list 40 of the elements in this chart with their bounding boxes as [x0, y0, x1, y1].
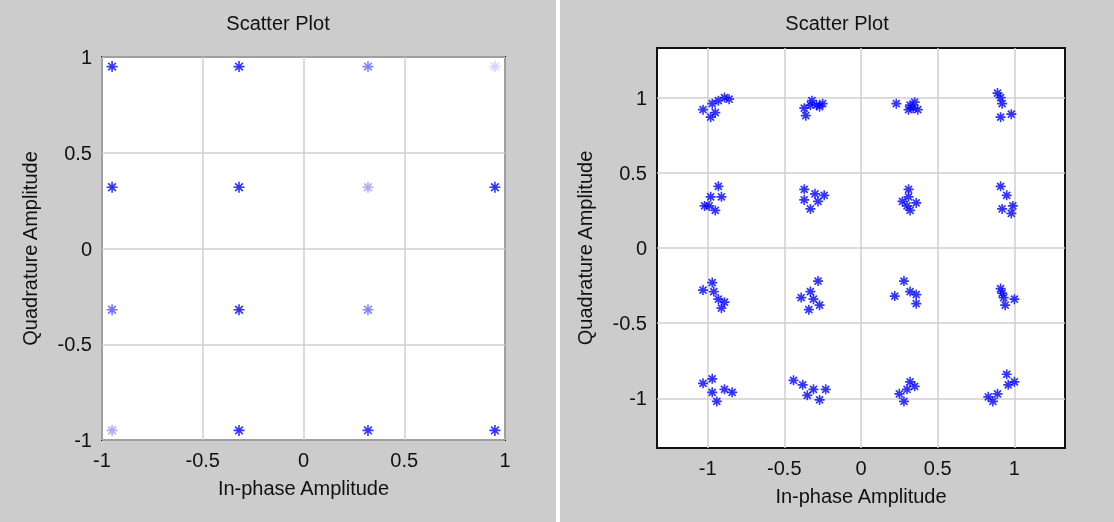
y-tick-label: -1	[629, 387, 647, 410]
y-tick-label: 0.5	[64, 141, 92, 164]
point	[488, 424, 502, 437]
x-tick-label: -0.5	[185, 449, 220, 471]
point	[488, 60, 502, 73]
x-tick-label: 0.5	[390, 449, 419, 471]
y-axis-title: Quadrature Amplitude	[19, 151, 41, 346]
point	[105, 303, 119, 317]
x-tick-label: 0.5	[923, 457, 952, 479]
y-tick-label: -0.5	[612, 312, 647, 335]
y-tick-label: -0.5	[57, 333, 92, 356]
point	[105, 60, 119, 73]
point	[232, 303, 246, 317]
point	[361, 180, 375, 194]
point	[361, 303, 375, 317]
point	[232, 424, 246, 437]
x-tick-label: 0	[855, 457, 867, 479]
y-tick-label: -1	[74, 429, 92, 451]
x-tick-label: 0	[297, 449, 310, 471]
point	[361, 60, 375, 73]
point	[105, 180, 119, 194]
y-tick-label: 1	[80, 46, 92, 68]
x-tick-label: -0.5	[767, 457, 802, 479]
x-tick-label: 1	[499, 449, 511, 471]
point	[105, 424, 119, 437]
y-tick-label: 0.5	[619, 161, 647, 184]
point	[361, 424, 375, 437]
chart-title: Scatter Plot	[785, 12, 890, 34]
x-tick-label: 1	[1008, 457, 1020, 479]
x-tick-label: -1	[698, 457, 717, 479]
point	[232, 180, 246, 194]
chart-title: Scatter Plot	[226, 12, 331, 34]
point	[488, 180, 502, 194]
point	[232, 60, 246, 73]
y-tick-label: 0	[635, 237, 647, 259]
y-tick-label: 0	[80, 237, 92, 260]
y-tick-label: 1	[635, 86, 647, 109]
y-axis-title: Quadrature Amplitude	[574, 150, 596, 346]
x-axis-title: In-phase Amplitude	[775, 485, 947, 507]
x-axis-title: In-phase Amplitude	[217, 477, 390, 499]
